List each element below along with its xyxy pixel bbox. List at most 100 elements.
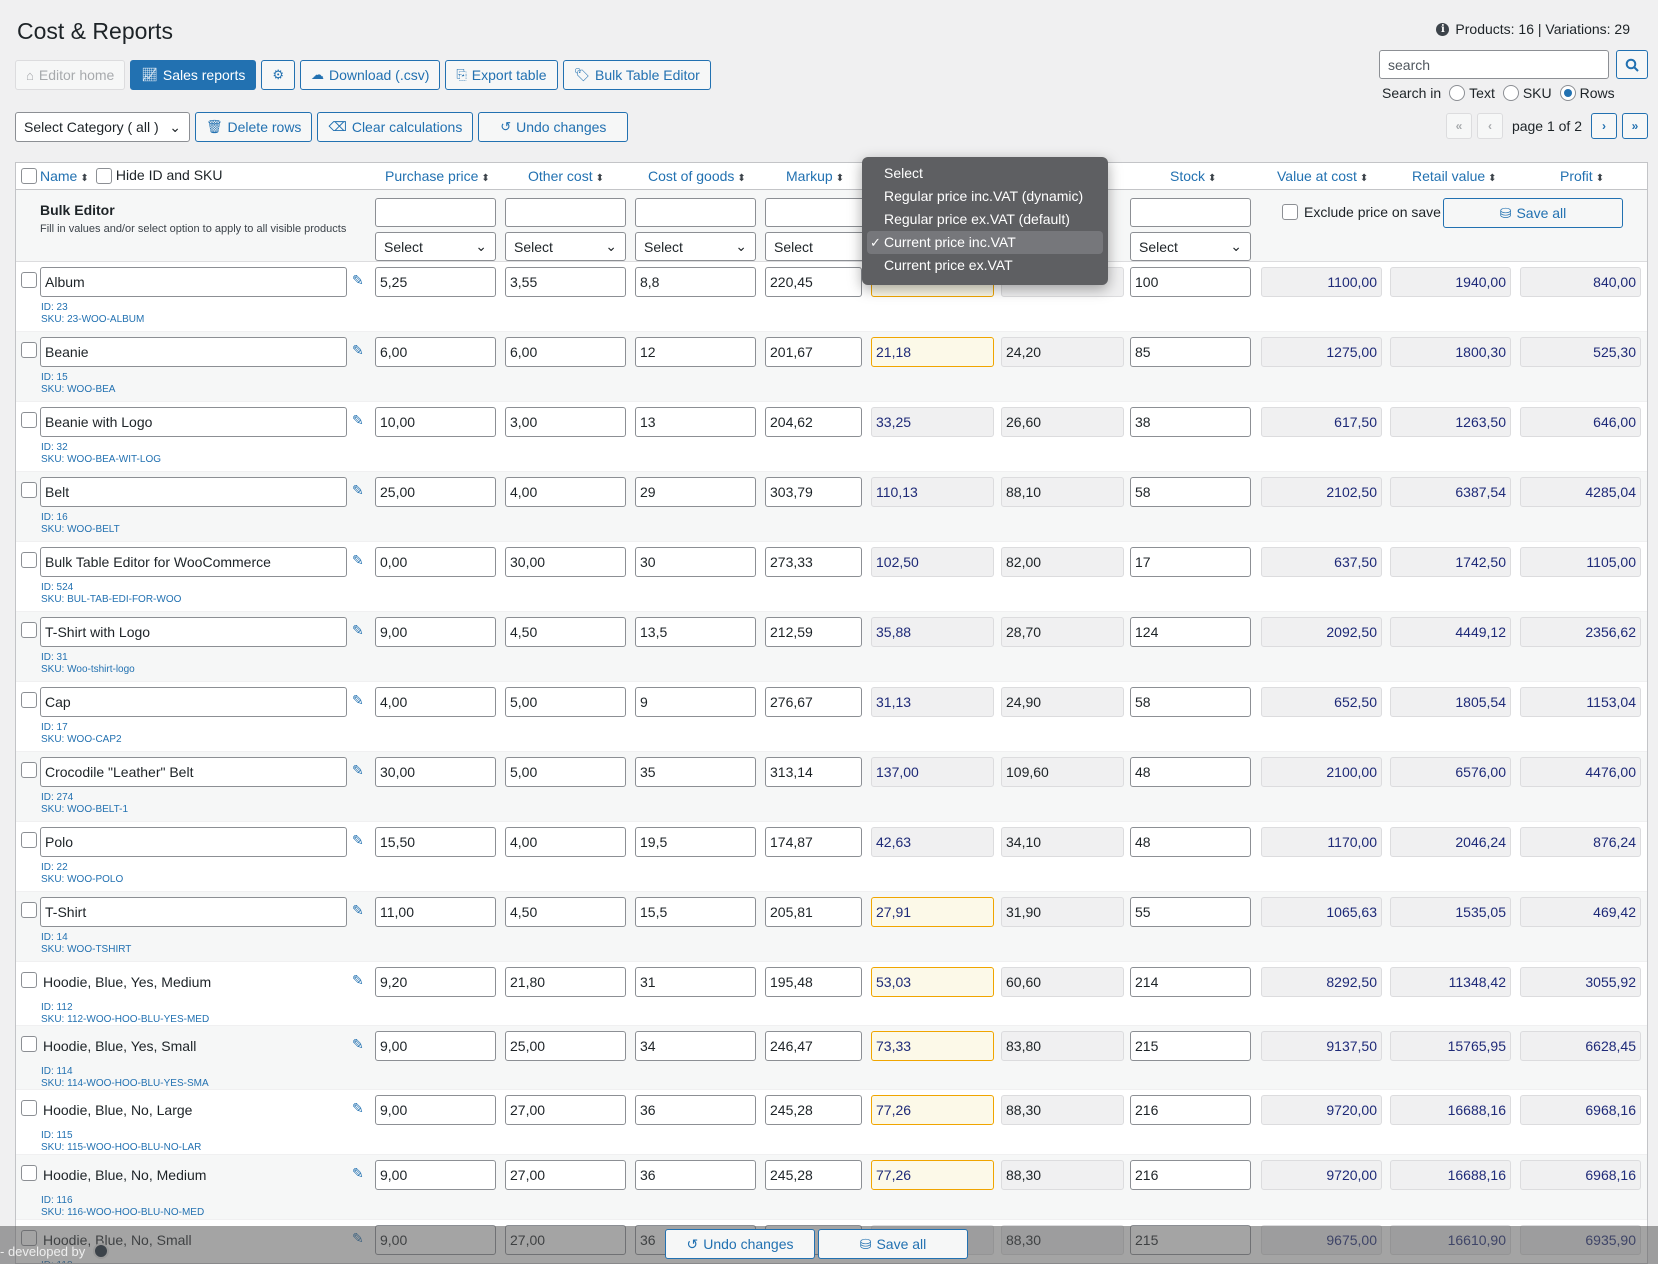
- radio-rows[interactable]: [1559, 85, 1576, 101]
- delete-rows-button[interactable]: 🗑︎ Delete rows: [195, 112, 313, 142]
- clear-calculations-button[interactable]: ⌫ Clear calculations: [317, 112, 474, 142]
- cell-stock[interactable]: 85: [1130, 337, 1251, 367]
- dropdown-option[interactable]: ✓ Current price inc.VAT: [867, 231, 1103, 254]
- edit-icon[interactable]: ✎: [352, 1165, 364, 1181]
- cell-markup[interactable]: 246,47: [765, 1031, 862, 1061]
- cell-price1[interactable]: 27,91: [871, 897, 994, 927]
- cell-cog[interactable]: 36: [635, 1160, 756, 1190]
- cell-purchase[interactable]: 30,00: [375, 757, 496, 787]
- cell-price1[interactable]: 21,18: [871, 337, 994, 367]
- bulk-cog-select[interactable]: Select ⌄: [635, 232, 756, 261]
- edit-icon[interactable]: ✎: [352, 832, 364, 848]
- cell-stock[interactable]: 215: [1130, 1031, 1251, 1061]
- product-name-input[interactable]: Hoodie, Blue, No, Large: [43, 1102, 193, 1118]
- cell-other[interactable]: 4,50: [505, 897, 626, 927]
- product-name-input[interactable]: T-Shirt with Logo: [40, 617, 347, 647]
- cell-price1[interactable]: 137,00: [871, 757, 994, 787]
- cell-price1[interactable]: 31,13: [871, 687, 994, 717]
- row-checkbox[interactable]: [21, 902, 37, 918]
- dropdown-option[interactable]: Regular price inc.VAT (dynamic): [867, 185, 1103, 208]
- edit-icon[interactable]: ✎: [352, 412, 364, 428]
- cell-price2[interactable]: 82,00: [1001, 547, 1124, 577]
- row-checkbox[interactable]: [21, 1036, 37, 1052]
- cell-stock[interactable]: 100: [1130, 267, 1251, 297]
- cell-other[interactable]: 5,00: [505, 687, 626, 717]
- row-checkbox[interactable]: [21, 1100, 37, 1116]
- dropdown-option[interactable]: Regular price ex.VAT (default): [867, 208, 1103, 231]
- cell-markup[interactable]: 204,62: [765, 407, 862, 437]
- cell-price2[interactable]: 31,90: [1001, 897, 1124, 927]
- cell-price2[interactable]: 24,90: [1001, 687, 1124, 717]
- product-name-input[interactable]: Beanie: [40, 337, 347, 367]
- cell-markup[interactable]: 273,33: [765, 547, 862, 577]
- hide-id-sku-toggle[interactable]: Hide ID and SKU: [96, 167, 223, 185]
- cell-other[interactable]: 21,80: [505, 967, 626, 997]
- cell-cog[interactable]: 13,5: [635, 617, 756, 647]
- cell-markup[interactable]: 245,28: [765, 1160, 862, 1190]
- cell-stock[interactable]: 17: [1130, 547, 1251, 577]
- download-csv-button[interactable]: ☁ Download (.csv): [300, 60, 441, 90]
- cell-stock[interactable]: 55: [1130, 897, 1251, 927]
- product-name-input[interactable]: T-Shirt: [40, 897, 347, 927]
- cell-markup[interactable]: 212,59: [765, 617, 862, 647]
- cell-purchase[interactable]: 25,00: [375, 477, 496, 507]
- cell-purchase[interactable]: 9,00: [375, 1160, 496, 1190]
- edit-icon[interactable]: ✎: [352, 762, 364, 778]
- cell-markup[interactable]: 201,67: [765, 337, 862, 367]
- bulk-purchase-input[interactable]: [375, 198, 496, 227]
- edit-icon[interactable]: ✎: [352, 1036, 364, 1052]
- cell-price2[interactable]: 28,70: [1001, 617, 1124, 647]
- undo-changes-button[interactable]: ↺ Undo changes: [478, 112, 629, 142]
- footer-undo-changes-button[interactable]: ↺ Undo changes: [665, 1229, 815, 1259]
- row-checkbox[interactable]: [21, 272, 37, 288]
- cell-other[interactable]: 4,00: [505, 827, 626, 857]
- column-retail-value[interactable]: Retail value ⬍: [1412, 168, 1497, 184]
- product-name-input[interactable]: Hoodie, Blue, Yes, Medium: [43, 974, 212, 990]
- edit-icon[interactable]: ✎: [352, 342, 364, 358]
- cell-cog[interactable]: 36: [635, 1095, 756, 1125]
- radio-sku[interactable]: [1502, 85, 1519, 101]
- cell-purchase[interactable]: 9,00: [375, 1095, 496, 1125]
- cell-price2[interactable]: 88,30: [1001, 1095, 1124, 1125]
- row-checkbox[interactable]: [21, 552, 37, 568]
- column-other-cost[interactable]: Other cost ⬍: [528, 168, 604, 184]
- product-name-input[interactable]: Beanie with Logo: [40, 407, 347, 437]
- edit-icon[interactable]: ✎: [352, 972, 364, 988]
- cell-price1[interactable]: 102,50: [871, 547, 994, 577]
- cell-price2[interactable]: 34,10: [1001, 827, 1124, 857]
- bulk-stock-select[interactable]: Select ⌄: [1130, 232, 1251, 261]
- cell-other[interactable]: 3,00: [505, 407, 626, 437]
- cell-cog[interactable]: 8,8: [635, 267, 756, 297]
- column-stock[interactable]: Stock ⬍: [1170, 168, 1216, 184]
- cell-stock[interactable]: 58: [1130, 477, 1251, 507]
- column-value-at-cost[interactable]: Value at cost ⬍: [1277, 168, 1368, 184]
- cell-markup[interactable]: 220,45: [765, 267, 862, 297]
- cell-other[interactable]: 5,00: [505, 757, 626, 787]
- cell-cog[interactable]: 31: [635, 967, 756, 997]
- cell-markup[interactable]: 276,67: [765, 687, 862, 717]
- edit-icon[interactable]: ✎: [352, 692, 364, 708]
- dropdown-option[interactable]: Select: [867, 162, 1103, 185]
- edit-icon[interactable]: ✎: [352, 482, 364, 498]
- bulk-save-all-button[interactable]: ⛁ Save all: [1443, 198, 1623, 228]
- cell-price1[interactable]: 73,33: [871, 1031, 994, 1061]
- cell-purchase[interactable]: 11,00: [375, 897, 496, 927]
- product-name-input[interactable]: Album: [40, 267, 347, 297]
- product-name-input[interactable]: Hoodie, Blue, No, Medium: [43, 1167, 207, 1183]
- row-checkbox[interactable]: [21, 482, 37, 498]
- row-checkbox[interactable]: [21, 692, 37, 708]
- row-checkbox[interactable]: [21, 972, 37, 988]
- product-name-input[interactable]: Crocodile "Leather" Belt: [40, 757, 347, 787]
- price-type-dropdown[interactable]: Select Regular price inc.VAT (dynamic) Reg…: [862, 157, 1108, 285]
- search-option-text[interactable]: Text: [1449, 85, 1495, 101]
- cell-price2[interactable]: 88,30: [1001, 1160, 1124, 1190]
- cell-other[interactable]: 27,00: [505, 1160, 626, 1190]
- cell-stock[interactable]: 214: [1130, 967, 1251, 997]
- cell-markup[interactable]: 174,87: [765, 827, 862, 857]
- row-checkbox[interactable]: [21, 412, 37, 428]
- cell-stock[interactable]: 38: [1130, 407, 1251, 437]
- search-option-rows[interactable]: Rows: [1559, 85, 1615, 101]
- cell-price1[interactable]: 77,26: [871, 1160, 994, 1190]
- footer-save-all-button[interactable]: ⛁ Save all: [818, 1229, 968, 1259]
- hide-id-sku-checkbox[interactable]: [96, 168, 112, 185]
